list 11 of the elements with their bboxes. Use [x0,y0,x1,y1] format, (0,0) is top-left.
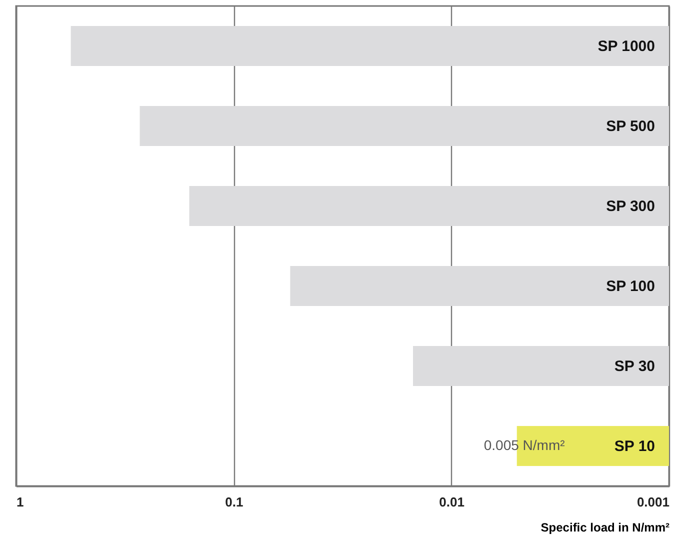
y-tick-label: SP 300 [606,198,655,215]
y-tick-label: SP 30 [614,358,655,375]
x-tick-label: 0.001 [636,494,670,510]
x-axis-title: Specific load in N/mm² [540,520,670,534]
x-tick-label: 1 [16,494,24,510]
x-tick-label: 0.01 [439,494,464,510]
y-tick-label: SP 100 [606,278,655,295]
y-tick-label: SP 10 [614,438,655,455]
y-tick-label: SP 500 [606,118,655,135]
x-tick-label: 0.1 [225,494,244,510]
y-tick-label: SP 1000 [598,38,655,55]
